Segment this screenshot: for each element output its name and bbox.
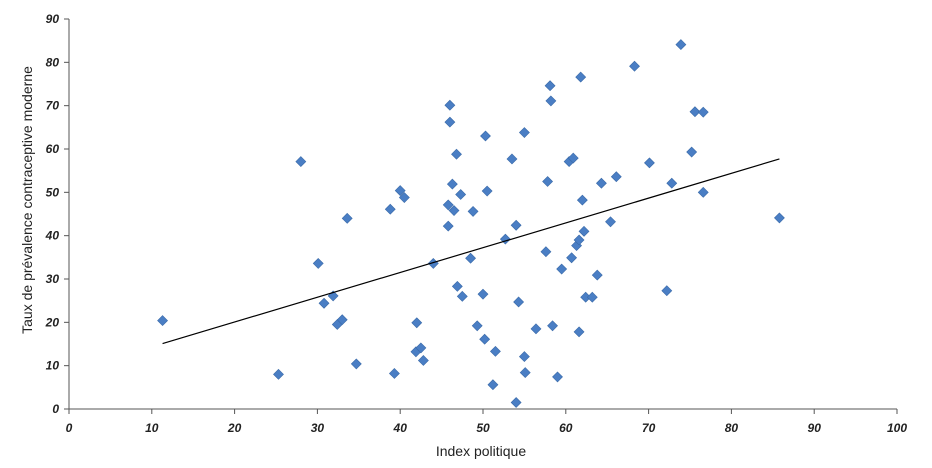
data-point	[451, 280, 463, 292]
data-point	[388, 368, 400, 379]
data-point	[467, 205, 479, 217]
x-tick-label: 50	[476, 421, 490, 435]
x-tick-label: 100	[887, 421, 907, 435]
data-point	[398, 192, 410, 203]
data-point	[448, 205, 460, 216]
data-point	[444, 116, 456, 128]
data-point	[312, 257, 324, 269]
data-point	[510, 219, 522, 231]
data-point	[480, 130, 491, 142]
data-point	[157, 315, 168, 327]
data-point	[442, 199, 454, 211]
x-tick-label: 20	[227, 421, 242, 435]
x-axis-ticks: 0 10 20 30 40 50 60 70 80 90 100	[66, 409, 907, 435]
data-point	[567, 152, 579, 164]
data-point	[481, 185, 493, 197]
x-tick-label: 0	[66, 421, 73, 435]
data-point	[591, 269, 603, 281]
data-point	[578, 225, 590, 237]
y-tick-label: 80	[46, 55, 60, 69]
data-point	[610, 171, 622, 183]
x-tick-label: 80	[725, 421, 739, 435]
data-point	[576, 194, 588, 206]
data-point	[341, 212, 353, 224]
y-tick-label: 40	[45, 229, 60, 243]
data-points	[157, 39, 785, 408]
y-tick-label: 0	[52, 402, 59, 416]
data-point	[518, 127, 530, 138]
data-point	[487, 379, 499, 391]
data-point	[513, 296, 525, 308]
data-point	[530, 323, 542, 335]
data-point	[605, 216, 616, 228]
data-point	[465, 252, 477, 264]
data-point	[542, 176, 554, 187]
data-point	[575, 71, 587, 83]
data-point	[444, 99, 456, 111]
data-point	[545, 95, 557, 107]
x-tick-label: 60	[559, 421, 573, 435]
data-point	[552, 371, 563, 383]
data-point	[666, 177, 678, 189]
x-tick-label: 30	[311, 421, 325, 435]
data-point	[336, 314, 348, 326]
y-tick-label: 70	[46, 99, 60, 113]
data-point	[350, 358, 362, 370]
x-tick-label: 90	[808, 421, 822, 435]
data-point	[675, 39, 687, 50]
data-point	[477, 288, 489, 300]
data-point	[456, 290, 468, 302]
data-point	[318, 297, 330, 309]
data-point	[697, 186, 709, 198]
data-point	[573, 326, 585, 338]
data-point	[384, 203, 396, 215]
data-point	[510, 397, 522, 408]
data-point	[446, 178, 458, 190]
x-tick-label: 40	[393, 421, 408, 435]
y-tick-label: 90	[46, 12, 60, 26]
data-point	[519, 367, 531, 379]
data-point	[479, 333, 491, 345]
data-point	[661, 285, 673, 297]
data-point	[595, 177, 607, 189]
data-point	[573, 234, 585, 246]
data-point	[417, 355, 429, 366]
data-point	[586, 291, 598, 303]
data-point	[566, 252, 578, 264]
x-tick-label: 70	[642, 421, 656, 435]
data-point	[644, 157, 655, 169]
data-point	[689, 106, 701, 118]
data-point	[506, 153, 518, 165]
y-tick-label: 60	[46, 142, 60, 156]
y-tick-label: 30	[46, 272, 60, 286]
data-point	[471, 320, 483, 332]
data-point	[273, 368, 284, 380]
y-tick-label: 20	[45, 315, 60, 329]
y-axis-ticks: 0 10 20 30 40 50 60 70 80 90	[45, 12, 69, 416]
data-point	[442, 220, 454, 232]
data-point	[544, 80, 556, 92]
data-point	[773, 212, 785, 224]
y-tick-label: 10	[46, 359, 60, 373]
x-tick-label: 10	[145, 421, 159, 435]
data-point	[686, 146, 698, 158]
y-tick-label: 50	[46, 185, 60, 199]
data-point	[697, 106, 709, 118]
data-point	[394, 185, 406, 197]
data-point	[489, 345, 501, 357]
data-point	[629, 60, 640, 72]
x-axis-label: Index politique	[436, 443, 527, 459]
data-point	[455, 189, 467, 200]
data-point	[415, 342, 427, 354]
data-point	[547, 320, 558, 332]
data-point	[295, 156, 307, 167]
data-point	[411, 317, 423, 329]
data-point	[451, 148, 462, 160]
y-axis-label: Taux de prévalence contraceptive moderne	[19, 66, 35, 334]
data-point	[540, 246, 552, 258]
data-point	[518, 351, 530, 362]
trend-line	[162, 158, 780, 345]
data-point	[556, 263, 568, 275]
